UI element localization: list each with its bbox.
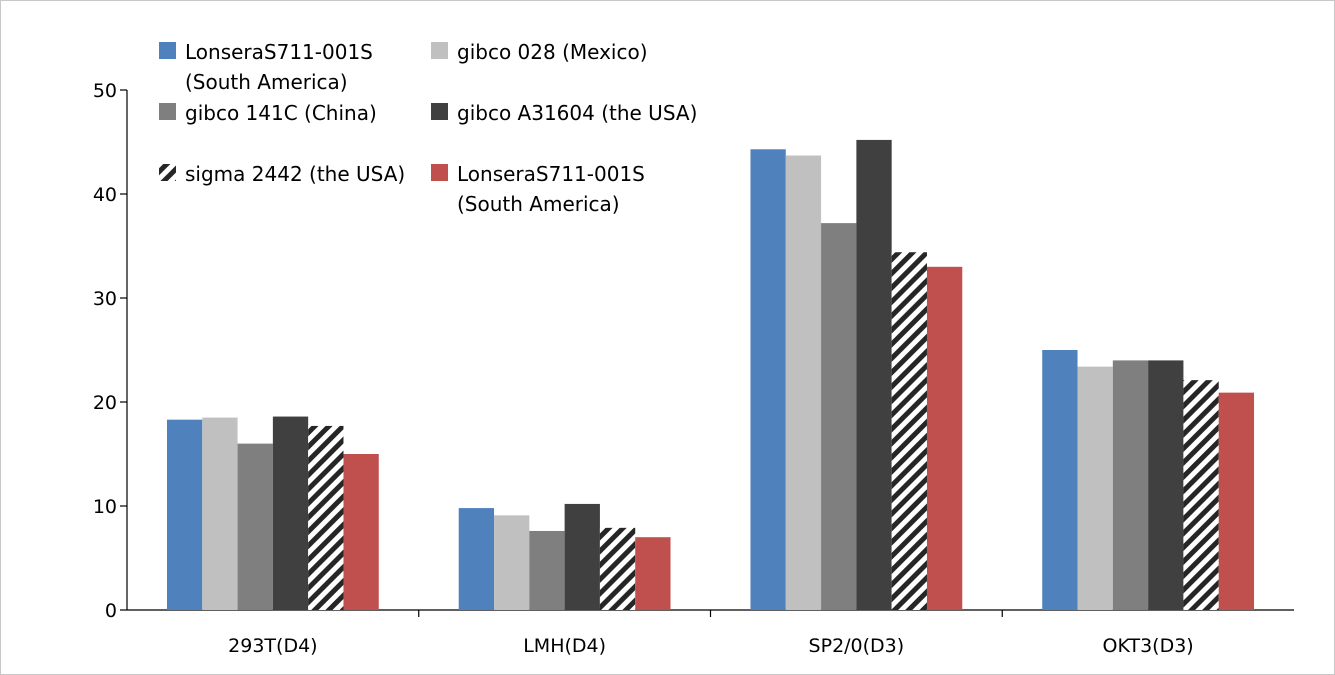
bar [891, 252, 927, 611]
x-category-label: 293T(D4) [228, 635, 317, 657]
bar [1042, 350, 1078, 610]
y-tick-label: 10 [93, 496, 117, 518]
bar [529, 530, 565, 610]
x-category-label: SP2/0(D3) [809, 635, 905, 657]
bar [1112, 360, 1149, 610]
y-tick-label: 20 [93, 392, 117, 414]
bar [202, 417, 238, 610]
bar [750, 149, 786, 610]
bar [272, 416, 309, 610]
legend-label: sigma 2442 (the USA) [185, 162, 405, 186]
y-tick-label: 0 [105, 600, 117, 622]
bar [785, 155, 822, 610]
legend-label: LonseraS711-001S [185, 40, 373, 64]
bar [926, 266, 963, 610]
legend-swatch [159, 103, 176, 120]
bar [1077, 366, 1113, 610]
bar [564, 503, 600, 610]
legend-swatch [431, 103, 448, 120]
legend-swatch [431, 42, 448, 59]
bar [494, 515, 530, 610]
legend-label: LonseraS711-001S [457, 162, 645, 186]
y-tick-label: 30 [93, 288, 117, 310]
legend-label: (South America) [457, 192, 620, 216]
bar [308, 425, 344, 610]
y-tick-label: 40 [93, 184, 117, 206]
bar [166, 419, 203, 610]
legend-swatch [431, 164, 448, 181]
bar [635, 537, 671, 610]
legend-label: (South America) [185, 70, 348, 94]
bar [1148, 360, 1184, 610]
bar [856, 139, 892, 611]
x-category-label: OKT3(D3) [1103, 635, 1194, 657]
bar [458, 508, 495, 610]
bar [1183, 380, 1219, 610]
x-category-label: LMH(D4) [523, 635, 606, 657]
bar [237, 443, 273, 610]
bar [343, 454, 379, 610]
bar [1218, 392, 1255, 610]
bar [821, 223, 857, 610]
bar [599, 527, 636, 610]
legend-label: gibco A31604 (the USA) [457, 101, 697, 125]
legend-swatch [159, 42, 176, 59]
legend-swatch [159, 164, 176, 181]
legend-label: gibco 141C (China) [185, 101, 377, 125]
legend-label: gibco 028 (Mexico) [457, 40, 648, 64]
y-tick-label: 50 [93, 80, 117, 102]
